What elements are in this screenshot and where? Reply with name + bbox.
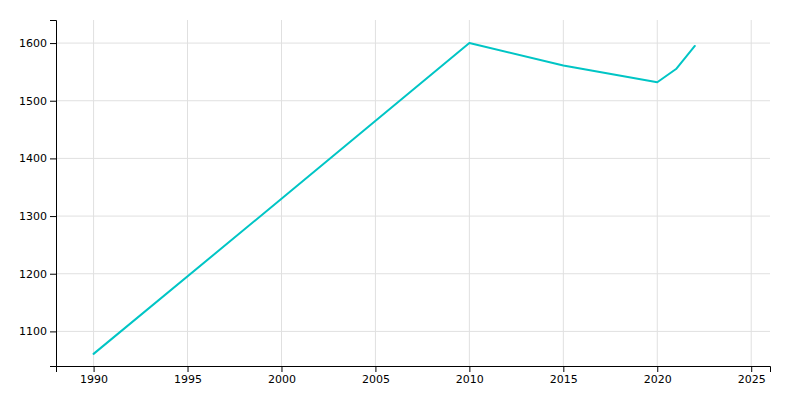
x-tick-mark xyxy=(469,366,470,372)
x-axis: 1990 1995 2000 2005 2010 2015 2020 2025 xyxy=(57,366,771,386)
x-tick-label: 2000 xyxy=(268,373,296,386)
x-tick-mark xyxy=(657,366,658,372)
x-tick-mark xyxy=(751,366,752,372)
x-tick-label: 2015 xyxy=(550,373,578,386)
x-tick-mark xyxy=(94,366,95,372)
y-tick-mark xyxy=(50,274,56,275)
chart: 1990 1995 2000 2005 2010 2015 2020 2025 1100 1200… xyxy=(0,0,800,400)
y-tick: 1400 xyxy=(19,152,56,165)
marks xyxy=(94,43,695,354)
x-tick-label: 2010 xyxy=(456,373,484,386)
y-axis-line xyxy=(50,21,57,367)
y-tick-label: 1600 xyxy=(19,37,47,50)
y-tick-label: 1200 xyxy=(19,268,47,281)
x-tick: 2010 xyxy=(456,366,484,386)
x-tick-mark xyxy=(375,366,376,372)
x-tick: 1995 xyxy=(174,366,202,386)
x-tick: 1990 xyxy=(80,366,108,386)
y-tick: 1300 xyxy=(19,210,56,223)
line xyxy=(94,43,695,354)
x-tick-label: 1990 xyxy=(80,373,108,386)
y-tick-label: 1100 xyxy=(19,325,47,338)
x-tick: 2025 xyxy=(738,366,766,386)
x-tick-label: 2025 xyxy=(738,373,766,386)
grid-line-x xyxy=(751,20,752,366)
grid-line-y xyxy=(56,273,770,274)
y-tick-mark xyxy=(50,331,56,332)
grid xyxy=(56,20,770,366)
grid-line-y xyxy=(56,100,770,101)
x-tick-mark xyxy=(563,366,564,372)
y-tick-label: 1300 xyxy=(19,210,47,223)
x-tick-mark xyxy=(281,366,282,372)
grid-line-y xyxy=(56,43,770,44)
x-tick-label: 1995 xyxy=(174,373,202,386)
grid-line-x xyxy=(187,20,188,366)
y-tick-mark xyxy=(50,216,56,217)
grid-line-x xyxy=(375,20,376,366)
y-tick: 1500 xyxy=(19,95,56,108)
y-tick-mark xyxy=(50,101,56,102)
y-tick-mark xyxy=(50,43,56,44)
grid-line-x xyxy=(563,20,564,366)
y-tick: 1200 xyxy=(19,268,56,281)
grid-line-x xyxy=(657,20,658,366)
y-tick-label: 1400 xyxy=(19,152,47,165)
plot: 1990 1995 2000 2005 2010 2015 2020 2025 1100 1200… xyxy=(19,20,771,386)
y-tick: 1100 xyxy=(19,325,56,338)
x-axis-line xyxy=(57,367,771,373)
grid-line-x xyxy=(93,20,94,366)
y-tick: 1600 xyxy=(19,37,56,50)
grid-line-y xyxy=(56,331,770,332)
x-tick: 2015 xyxy=(550,366,578,386)
x-tick-label: 2005 xyxy=(362,373,390,386)
grid-line-x xyxy=(281,20,282,366)
grid-line-x xyxy=(469,20,470,366)
x-tick: 2020 xyxy=(644,366,672,386)
y-tick-label: 1500 xyxy=(19,95,47,108)
y-axis: 1100 1200 1300 1400 1500 1600 xyxy=(19,21,57,367)
x-tick: 2005 xyxy=(362,366,390,386)
y-tick-mark xyxy=(50,158,56,159)
x-tick: 2000 xyxy=(268,366,296,386)
grid-line-y xyxy=(56,216,770,217)
x-tick-mark xyxy=(188,366,189,372)
grid-line-y xyxy=(56,158,770,159)
x-tick-label: 2020 xyxy=(644,373,672,386)
